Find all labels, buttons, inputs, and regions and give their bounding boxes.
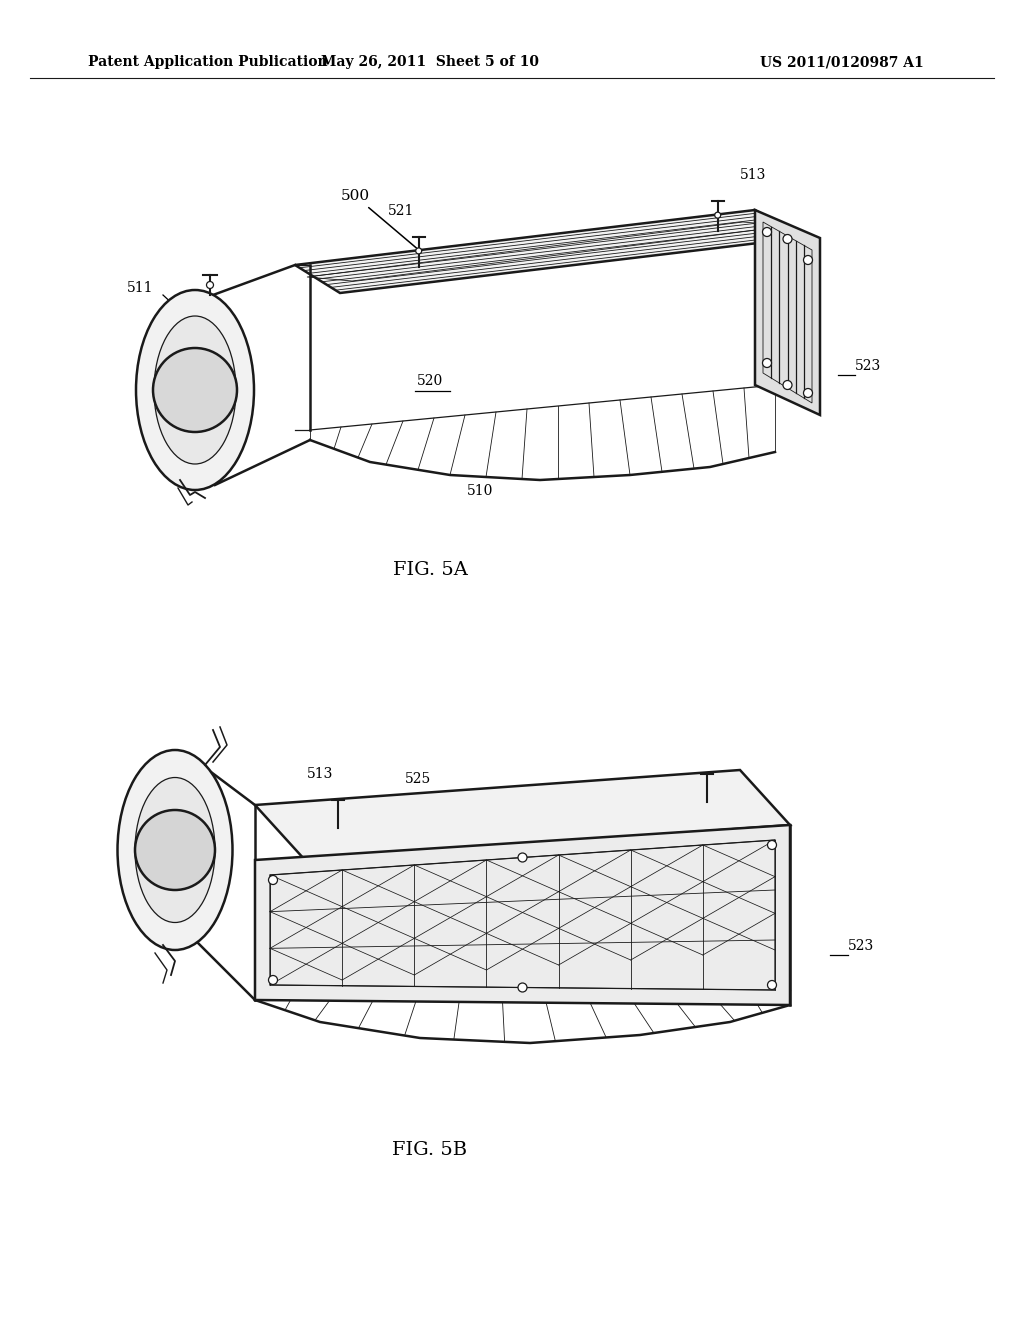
Ellipse shape xyxy=(118,750,232,950)
Circle shape xyxy=(763,227,771,236)
Text: 525: 525 xyxy=(406,772,431,785)
Text: Patent Application Publication: Patent Application Publication xyxy=(88,55,328,69)
Circle shape xyxy=(153,348,237,432)
Text: 513: 513 xyxy=(739,168,766,182)
Circle shape xyxy=(768,981,776,990)
Ellipse shape xyxy=(154,315,236,465)
Circle shape xyxy=(783,235,792,243)
Text: 511: 511 xyxy=(127,281,154,294)
Ellipse shape xyxy=(136,290,254,490)
Text: 510: 510 xyxy=(467,484,494,498)
Text: FIG. 5A: FIG. 5A xyxy=(392,561,467,579)
Circle shape xyxy=(763,359,771,367)
Polygon shape xyxy=(255,825,790,1005)
Polygon shape xyxy=(755,210,820,414)
Circle shape xyxy=(783,380,792,389)
Polygon shape xyxy=(255,770,790,861)
Circle shape xyxy=(715,213,721,218)
Circle shape xyxy=(804,256,812,264)
Circle shape xyxy=(268,975,278,985)
Circle shape xyxy=(804,388,812,397)
Circle shape xyxy=(518,853,527,862)
Circle shape xyxy=(768,841,776,850)
Circle shape xyxy=(207,281,213,289)
Text: 523: 523 xyxy=(855,359,882,374)
Circle shape xyxy=(135,810,215,890)
Text: 520: 520 xyxy=(337,929,364,942)
Text: US 2011/0120987 A1: US 2011/0120987 A1 xyxy=(760,55,924,69)
Polygon shape xyxy=(295,210,800,293)
Text: 513: 513 xyxy=(307,767,334,781)
Circle shape xyxy=(416,248,422,253)
Text: 520: 520 xyxy=(417,374,443,388)
Text: 521: 521 xyxy=(387,203,414,218)
Text: 500: 500 xyxy=(340,189,436,265)
Circle shape xyxy=(518,983,527,993)
Circle shape xyxy=(268,875,278,884)
Text: FIG. 5B: FIG. 5B xyxy=(392,1140,468,1159)
Text: May 26, 2011  Sheet 5 of 10: May 26, 2011 Sheet 5 of 10 xyxy=(321,55,539,69)
Ellipse shape xyxy=(135,777,215,923)
Text: 523: 523 xyxy=(848,939,874,953)
